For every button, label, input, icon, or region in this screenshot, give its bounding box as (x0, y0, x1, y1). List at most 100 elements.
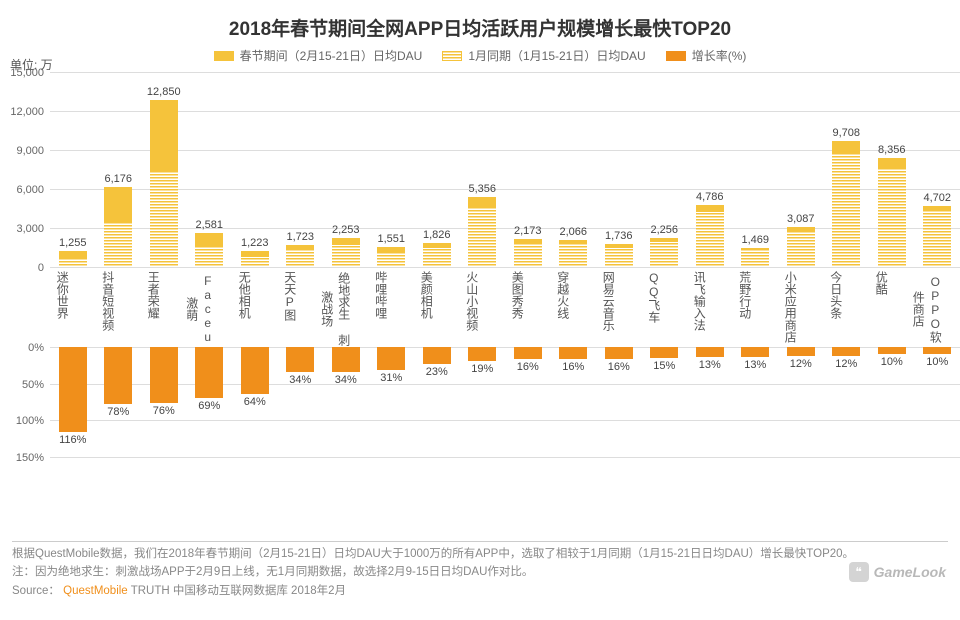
growth-value-label: 76% (153, 405, 175, 417)
bar-slot: 16% (551, 347, 597, 457)
bar-growth: 19% (468, 347, 496, 361)
bar-stack: 4,786 (696, 205, 724, 267)
legend-jan-label: 1月同期（1月15-21日）日均DAU (468, 47, 645, 64)
bar-value-label: 5,356 (468, 183, 496, 195)
bar-growth: 16% (605, 347, 633, 359)
x-axis-labels: 迷你世界抖音短视频王者荣耀Faceu激萌无他相机天天P图绝地求生 刺激战场哔哩哔… (40, 269, 950, 347)
bar-growth: 78% (104, 347, 132, 404)
bar-stack: 1,723 (286, 245, 314, 267)
bar-stack: 12,850 (150, 100, 178, 267)
bar-feb (878, 158, 906, 168)
x-category-label: 荒野行动 (723, 269, 769, 347)
swatch-feb-icon (214, 51, 234, 61)
bar-value-label: 1,736 (605, 230, 633, 242)
growth-value-label: 34% (289, 374, 311, 386)
x-category-label: 迷你世界 (40, 269, 86, 347)
bar-jan (150, 172, 178, 267)
bar-value-label: 2,581 (195, 219, 223, 231)
bar-stack: 1,736 (605, 244, 633, 267)
y-tick-label: 15,000 (10, 67, 50, 79)
footer: 根据QuestMobile数据，我们在2018年春节期间（2月15-21日）日均… (12, 541, 948, 600)
bar-slot: 1,223 (232, 72, 278, 267)
growth-value-label: 16% (517, 361, 539, 373)
bar-slot: 19% (460, 347, 506, 457)
bar-growth: 31% (377, 347, 405, 370)
plot-top: 03,0006,0009,00012,00015,0001,2556,17612… (50, 72, 960, 267)
bar-value-label: 1,551 (377, 233, 405, 245)
legend-jan: 1月同期（1月15-21日）日均DAU (442, 47, 645, 64)
gridline: 0 (50, 267, 960, 268)
growth-value-label: 12% (835, 358, 857, 370)
bar-stack: 5,356 (468, 197, 496, 267)
bar-slot: 12% (778, 347, 824, 457)
bar-jan (332, 245, 360, 267)
bar-stack: 2,581 (195, 233, 223, 267)
bar-slot: 78% (96, 347, 142, 457)
x-category-label: 讯飞输入法 (677, 269, 723, 347)
growth-value-label: 10% (881, 356, 903, 368)
bar-stack: 4,702 (923, 206, 951, 267)
bar-slot: 10% (869, 347, 915, 457)
y-tick-label: 0% (28, 342, 50, 354)
bar-value-label: 3,087 (787, 213, 815, 225)
legend: 春节期间（2月15-21日）日均DAU 1月同期（1月15-21日）日均DAU … (10, 47, 950, 64)
x-category-label: 无他相机 (222, 269, 268, 347)
legend-feb-label: 春节期间（2月15-21日）日均DAU (240, 47, 423, 64)
bar-slot: 23% (414, 347, 460, 457)
bar-value-label: 6,176 (104, 173, 132, 185)
growth-value-label: 23% (426, 366, 448, 378)
x-category-label: QQ飞车 (632, 269, 678, 347)
bar-slot: 3,087 (778, 72, 824, 267)
bars-top: 1,2556,17612,8502,5811,2231,7232,2531,55… (50, 72, 960, 267)
bar-jan (468, 208, 496, 267)
x-category-label: 天天P图 (268, 269, 314, 347)
x-category-label: Faceu激萌 (177, 269, 223, 347)
bar-jan (559, 244, 587, 267)
source-prefix: Source： (12, 585, 60, 597)
bar-slot: 13% (687, 347, 733, 457)
bar-stack: 2,173 (514, 239, 542, 267)
bar-slot: 31% (369, 347, 415, 457)
watermark-text: GameLook (874, 564, 946, 580)
bar-growth: 15% (650, 347, 678, 358)
bar-slot: 1,551 (369, 72, 415, 267)
bar-slot: 2,173 (505, 72, 551, 267)
y-tick-label: 50% (22, 379, 50, 391)
bar-slot: 2,253 (323, 72, 369, 267)
growth-value-label: 10% (926, 356, 948, 368)
bar-growth: 16% (559, 347, 587, 359)
bar-slot: 10% (915, 347, 960, 457)
growth-value-label: 34% (335, 374, 357, 386)
bar-value-label: 1,223 (241, 237, 269, 249)
bar-slot: 4,702 (915, 72, 960, 267)
y-tick-label: 100% (16, 415, 50, 427)
bar-slot: 69% (187, 347, 233, 457)
bar-growth: 34% (286, 347, 314, 372)
bar-stack: 8,356 (878, 158, 906, 267)
footer-divider (12, 541, 948, 542)
bar-jan (923, 211, 951, 267)
y-tick-label: 12,000 (10, 106, 50, 118)
growth-value-label: 15% (653, 360, 675, 372)
bar-growth: 13% (741, 347, 769, 357)
bar-feb (150, 100, 178, 172)
growth-value-label: 12% (790, 358, 812, 370)
bar-growth: 12% (787, 347, 815, 356)
bar-slot: 12% (824, 347, 870, 457)
y-tick-label: 9,000 (16, 145, 50, 157)
bar-jan (241, 257, 269, 267)
bar-growth: 13% (696, 347, 724, 357)
bar-slot: 2,581 (187, 72, 233, 267)
bar-value-label: 2,066 (559, 226, 587, 238)
bar-stack: 1,551 (377, 247, 405, 267)
plot-bottom: 0%50%100%150%116%78%76%69%64%34%34%31%23… (50, 347, 960, 457)
bar-value-label: 2,173 (514, 225, 542, 237)
bar-jan (59, 259, 87, 267)
bar-slot: 76% (141, 347, 187, 457)
bar-jan (104, 222, 132, 267)
bar-value-label: 1,469 (741, 234, 769, 246)
x-category-label: OPPO软件商店 (905, 269, 951, 347)
bar-feb (59, 251, 87, 260)
bar-slot: 1,736 (596, 72, 642, 267)
bar-value-label: 12,850 (147, 86, 181, 98)
